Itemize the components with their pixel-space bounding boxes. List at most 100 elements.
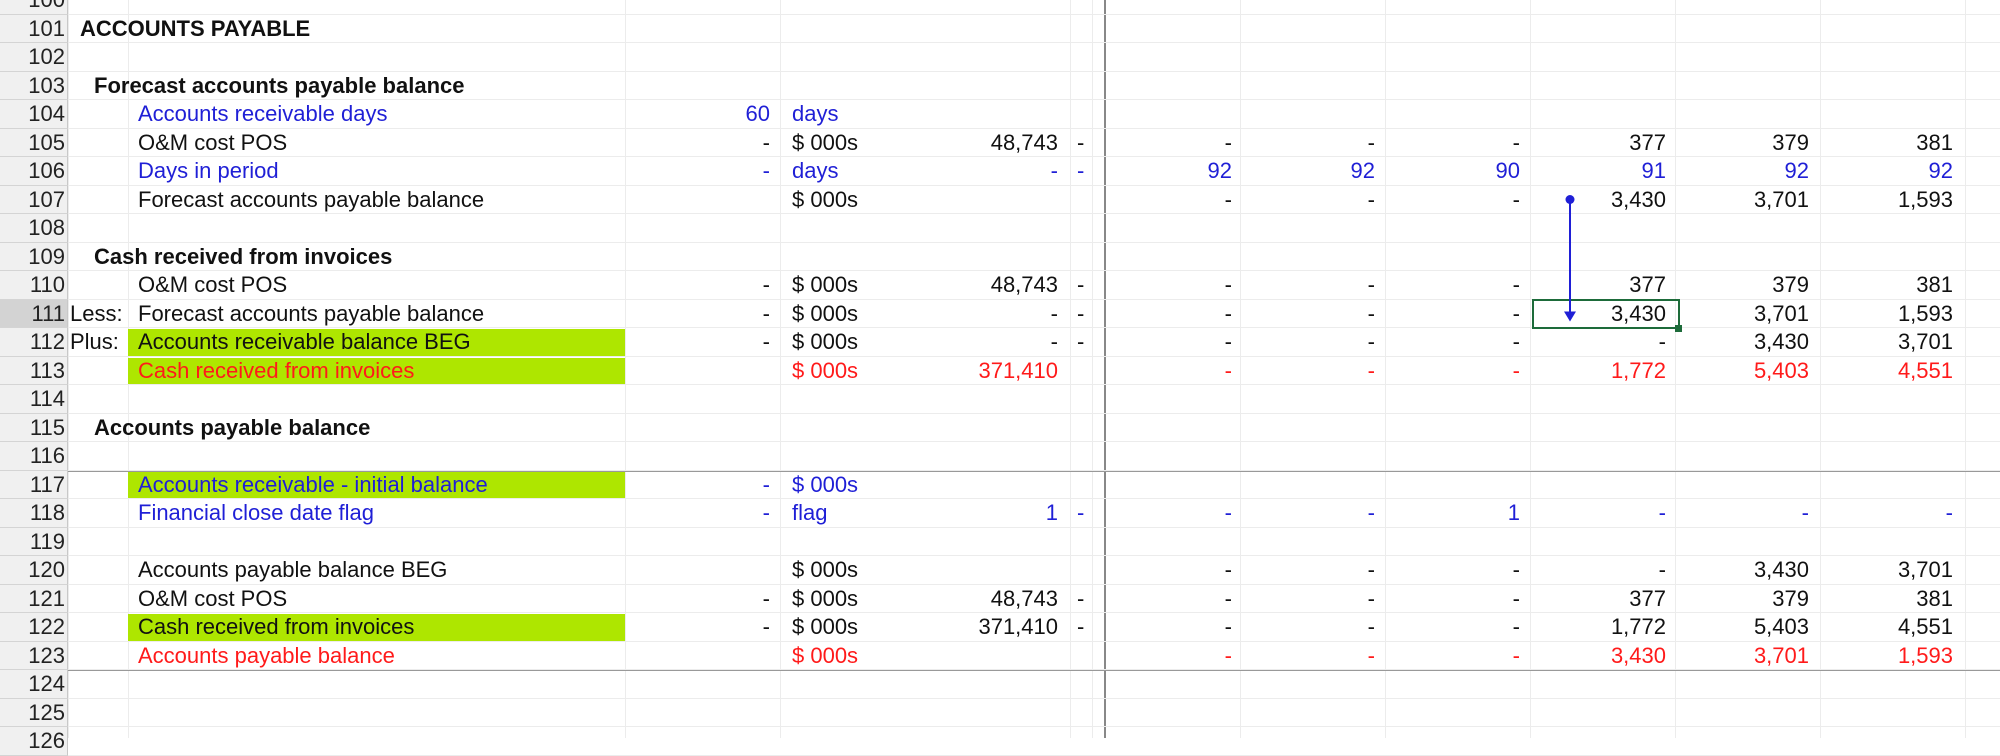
period-cell[interactable]: 1,593 [1897, 642, 1953, 668]
row-label[interactable]: Forecast accounts payable balance [138, 300, 485, 326]
row-header[interactable]: 121 [0, 584, 68, 613]
period-cell[interactable]: - [1512, 186, 1520, 212]
constant-cell[interactable]: - [762, 272, 770, 297]
row-header[interactable]: 108 [0, 214, 68, 243]
period-cell[interactable]: 5,403 [1753, 614, 1809, 639]
row-header[interactable]: 112 [0, 328, 68, 357]
row-header[interactable]: 103 [0, 71, 68, 100]
sheet-row[interactable] [68, 157, 2000, 186]
row-header[interactable]: 118 [0, 499, 68, 528]
flag-cell[interactable]: - [1077, 585, 1085, 611]
period-cell[interactable]: 1,593 [1897, 300, 1953, 326]
period-cell[interactable]: - [1512, 557, 1520, 582]
sheet-row[interactable] [68, 528, 2000, 556]
row-label[interactable]: O&M cost POS [138, 272, 288, 297]
sheet-row[interactable] [68, 214, 2000, 243]
sheet-row[interactable] [68, 385, 2000, 414]
constant-cell[interactable]: - [762, 129, 770, 155]
period-cell[interactable]: - [1224, 642, 1232, 668]
row-label[interactable]: Days in period [138, 158, 279, 183]
total-cell[interactable]: 48,743 [990, 585, 1058, 611]
period-cell[interactable]: 379 [1772, 585, 1809, 611]
sheet-row[interactable] [68, 300, 2000, 328]
constant-cell[interactable]: - [762, 500, 770, 525]
period-cell[interactable]: 92 [1928, 158, 1953, 183]
row-header[interactable]: 104 [0, 100, 68, 129]
period-cell[interactable]: - [1367, 272, 1375, 297]
period-cell[interactable]: 90 [1495, 158, 1520, 183]
total-cell[interactable]: 1 [1045, 500, 1058, 525]
unit-cell[interactable]: $ 000s [792, 186, 859, 212]
sheet-row[interactable] [68, 585, 2000, 613]
flag-cell[interactable]: - [1077, 158, 1085, 183]
period-cell[interactable]: - [1512, 585, 1520, 611]
sheet-row[interactable] [68, 727, 2000, 756]
period-cell[interactable]: - [1224, 129, 1232, 155]
total-cell[interactable]: 48,743 [990, 129, 1058, 155]
unit-cell[interactable]: $ 000s [792, 300, 859, 326]
row-header[interactable]: 100 [0, 0, 68, 15]
unit-cell[interactable]: $ 000s [792, 357, 859, 383]
sheet-row[interactable] [68, 471, 2000, 499]
period-cell[interactable]: 4,551 [1897, 614, 1953, 639]
unit-cell[interactable]: $ 000s [792, 129, 859, 155]
period-cell[interactable]: 381 [1916, 272, 1953, 297]
total-cell[interactable]: - [1050, 158, 1058, 183]
sheet-row[interactable] [68, 15, 2000, 43]
total-cell[interactable]: - [1050, 300, 1058, 326]
period-cell[interactable]: 377 [1629, 129, 1666, 155]
period-cell[interactable]: 92 [1784, 158, 1809, 183]
period-cell[interactable]: 91 [1641, 158, 1666, 183]
row-label[interactable]: Accounts receivable - initial balance [138, 471, 488, 497]
period-cell[interactable]: 3,701 [1897, 557, 1953, 582]
row-header[interactable]: 106 [0, 157, 68, 186]
row-label[interactable]: Accounts payable balance BEG [138, 557, 448, 582]
row-header[interactable]: 120 [0, 556, 68, 585]
row-header[interactable]: 115 [0, 413, 68, 442]
row-label[interactable]: Financial close date flag [138, 500, 375, 525]
period-cell[interactable]: 1,593 [1897, 186, 1953, 212]
row-label[interactable]: Cash received from invoices [138, 357, 415, 383]
sheet-row[interactable] [68, 0, 2000, 15]
unit-cell[interactable]: $ 000s [792, 642, 859, 668]
period-cell[interactable]: 3,430 [1610, 642, 1666, 668]
period-cell[interactable]: - [1512, 300, 1520, 326]
constant-cell[interactable]: - [762, 614, 770, 639]
sheet-row[interactable] [68, 499, 2000, 528]
period-cell[interactable]: - [1224, 300, 1232, 326]
period-cell[interactable]: 1,772 [1610, 357, 1666, 383]
period-cell[interactable]: - [1224, 186, 1232, 212]
period-cell[interactable]: - [1367, 642, 1375, 668]
period-cell[interactable]: - [1367, 300, 1375, 326]
row-header[interactable]: 110 [0, 271, 68, 300]
period-cell[interactable]: 4,551 [1897, 357, 1953, 383]
period-cell[interactable]: - [1224, 585, 1232, 611]
sheet-row[interactable] [68, 556, 2000, 585]
period-cell[interactable]: 377 [1629, 585, 1666, 611]
period-cell[interactable]: 1,772 [1610, 614, 1666, 639]
flag-cell[interactable]: - [1077, 614, 1085, 639]
unit-cell[interactable]: $ 000s [792, 557, 859, 582]
sheet-row[interactable] [68, 442, 2000, 471]
period-cell[interactable]: - [1945, 500, 1953, 525]
period-cell[interactable]: - [1224, 272, 1232, 297]
row-label[interactable]: Accounts payable balance [94, 414, 371, 440]
total-cell[interactable]: - [1050, 329, 1058, 354]
row-header[interactable]: 107 [0, 185, 68, 214]
row-header[interactable]: 119 [0, 527, 68, 556]
row-label[interactable]: Accounts payable balance [138, 642, 395, 668]
period-cell[interactable]: 3,701 [1753, 300, 1809, 326]
sheet-row[interactable] [68, 129, 2000, 157]
period-cell[interactable]: 381 [1916, 129, 1953, 155]
period-cell[interactable]: - [1367, 357, 1375, 383]
row-header[interactable]: 117 [0, 470, 68, 499]
period-cell[interactable]: - [1224, 329, 1232, 354]
period-cell[interactable]: - [1512, 329, 1520, 354]
period-cell[interactable]: - [1658, 500, 1666, 525]
total-cell[interactable]: 371,410 [978, 357, 1058, 383]
sheet-row[interactable] [68, 43, 2000, 72]
period-cell[interactable]: - [1367, 329, 1375, 354]
sheet-row[interactable] [68, 243, 2000, 271]
period-cell[interactable]: - [1224, 500, 1232, 525]
